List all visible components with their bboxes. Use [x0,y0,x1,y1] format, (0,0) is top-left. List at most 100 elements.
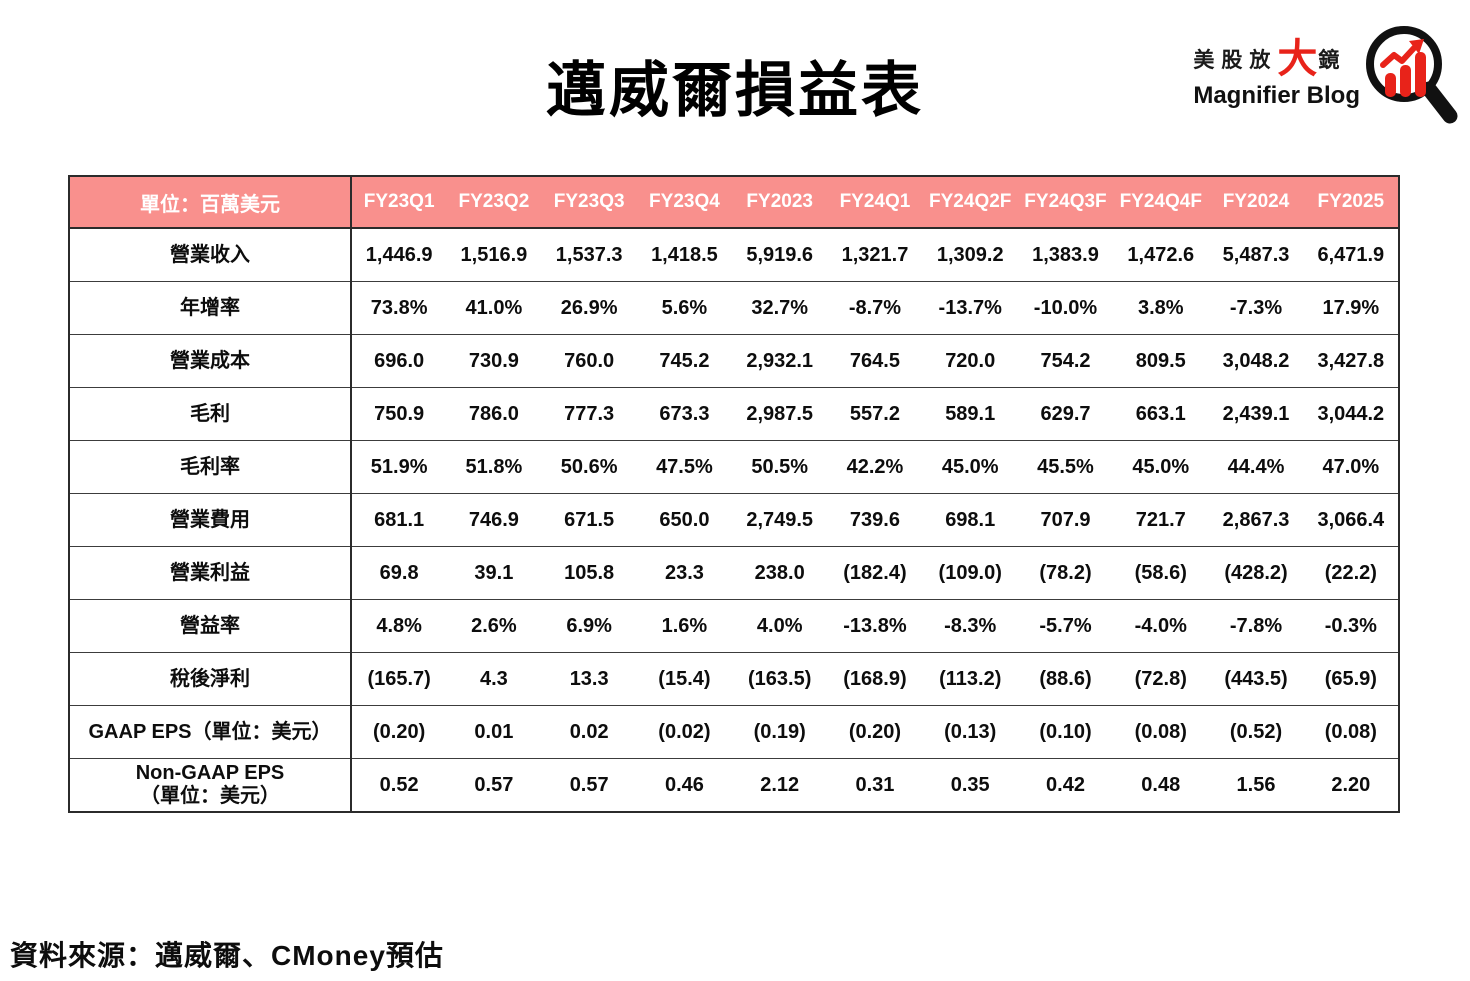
table-cell: 51.9% [351,440,447,494]
table-cell: 809.5 [1113,334,1209,388]
table-cell: 754.2 [1017,334,1114,388]
table-cell: 0.48 [1113,758,1209,812]
table-cell: (0.10) [1017,705,1114,759]
table-cell: -8.7% [827,281,923,335]
table-cell: -7.3% [1208,281,1304,335]
table-cell: 707.9 [1017,493,1114,547]
row-label: 毛利 [69,387,352,441]
table-cell: 105.8 [541,546,637,600]
table-cell: (109.0) [922,546,1018,600]
table-cell: 26.9% [541,281,637,335]
table-cell: 673.3 [636,387,733,441]
table-cell: 764.5 [827,334,923,388]
table-cell: 629.7 [1017,387,1114,441]
table-cell: 3,427.8 [1303,334,1399,388]
table-cell: -7.8% [1208,599,1304,653]
table-cell: 0.42 [1017,758,1114,812]
table-cell: 1,418.5 [636,228,733,282]
table-cell: (0.08) [1303,705,1399,759]
row-label: 營益率 [69,599,352,653]
row-label: 營業成本 [69,334,352,388]
table-cell: 17.9% [1303,281,1399,335]
table-cell: 50.5% [732,440,828,494]
table-cell: 698.1 [922,493,1018,547]
table-cell: (72.8) [1113,652,1209,706]
table-cell: 1,383.9 [1017,228,1114,282]
income-statement-table-container: 單位：百萬美元 FY23Q1 FY23Q2 FY23Q3 FY23Q4 FY2023 FY2… [68,175,1400,813]
table-cell: 45.0% [1113,440,1209,494]
table-cell: 0.35 [922,758,1018,812]
table-cell: 2,749.5 [732,493,828,547]
table-cell: 696.0 [351,334,447,388]
column-header-fy2024: FY2024 [1208,176,1304,229]
table-cell: (443.5) [1208,652,1304,706]
table-header: 單位：百萬美元 FY23Q1 FY23Q2 FY23Q3 FY23Q4 FY2023 FY2… [69,176,1399,229]
table-cell: 589.1 [922,387,1018,441]
table-cell: 5.6% [636,281,733,335]
income-statement-table: 單位：百萬美元 FY23Q1 FY23Q2 FY23Q3 FY23Q4 FY2023 FY2… [68,175,1400,813]
unit-header-cell: 單位：百萬美元 [69,176,352,229]
row-label: 毛利率 [69,440,352,494]
table-row: Non-GAAP EPS （單位：美元） 0.52 0.57 0.57 0.46 2.12… [69,758,1399,812]
table-cell: 2.6% [446,599,542,653]
table-cell: 557.2 [827,387,923,441]
table-row: 毛利 750.9 786.0 777.3 673.3 2,987.5 557.2 589.1 6… [69,387,1399,441]
table-cell: (15.4) [636,652,733,706]
table-cell: 3,048.2 [1208,334,1304,388]
table-cell: -0.3% [1303,599,1399,653]
brand-name-en: Magnifier Blog [1193,81,1360,109]
table-cell: -5.7% [1017,599,1114,653]
table-cell: 45.0% [922,440,1018,494]
table-cell: 2.20 [1303,758,1399,812]
table-cell: (163.5) [732,652,828,706]
table-cell: 2,867.3 [1208,493,1304,547]
brand-logo-text: 美股放 大 鏡 Magnifier Blog [1193,37,1360,110]
table-cell: (0.02) [636,705,733,759]
table-cell: 745.2 [636,334,733,388]
table-cell: (22.2) [1303,546,1399,600]
table-cell: -8.3% [922,599,1018,653]
table-cell: 1,516.9 [446,228,542,282]
table-cell: 760.0 [541,334,637,388]
table-cell: (88.6) [1017,652,1114,706]
table-cell: 3,066.4 [1303,493,1399,547]
table-cell: 650.0 [636,493,733,547]
source-note: 資料來源：邁威爾、CMoney預估 [10,940,444,971]
brand-logo: 美股放 大 鏡 Magnifier Blog [1193,14,1460,132]
table-cell: 2,987.5 [732,387,828,441]
table-cell: 0.01 [446,705,542,759]
table-cell: 739.6 [827,493,923,547]
table-row: 營業成本 696.0 730.9 760.0 745.2 2,932.1 764.5 720.… [69,334,1399,388]
brand-zh-big-char: 大 [1277,36,1318,81]
magnifier-barchart-icon [1366,26,1458,124]
table-cell: 5,919.6 [732,228,828,282]
table-cell: 0.46 [636,758,733,812]
table-cell: 1,321.7 [827,228,923,282]
brand-zh-prefix: 美股放 [1193,48,1278,72]
table-cell: 0.31 [827,758,923,812]
table-cell: (0.19) [732,705,828,759]
table-cell: 2.12 [732,758,828,812]
table-cell: 73.8% [351,281,447,335]
table-cell: 1,309.2 [922,228,1018,282]
column-header-fy2023: FY2023 [732,176,828,229]
table-cell: (0.20) [827,705,923,759]
table-cell: 6.9% [541,599,637,653]
column-header-fy24q2f: FY24Q2F [922,176,1018,229]
table-cell: 0.02 [541,705,637,759]
table-cell: 4.3 [446,652,542,706]
table-cell: 41.0% [446,281,542,335]
table-cell: (0.52) [1208,705,1304,759]
table-cell: 746.9 [446,493,542,547]
table-cell: 750.9 [351,387,447,441]
brand-zh-suffix: 鏡 [1318,48,1347,72]
table-cell: (428.2) [1208,546,1304,600]
row-label: 營業收入 [69,228,352,282]
table-cell: 39.1 [446,546,542,600]
table-cell: 3.8% [1113,281,1209,335]
table-cell: 4.8% [351,599,447,653]
column-header-fy23q1: FY23Q1 [351,176,447,229]
table-row: 營業收入 1,446.9 1,516.9 1,537.3 1,418.5 5,919.6 1… [69,228,1399,282]
column-header-fy23q2: FY23Q2 [446,176,542,229]
